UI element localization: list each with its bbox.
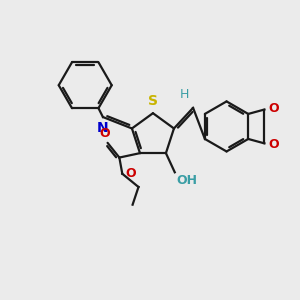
- Text: S: S: [148, 94, 158, 108]
- Text: OH: OH: [176, 174, 197, 187]
- Text: O: O: [99, 127, 110, 140]
- Text: H: H: [180, 88, 189, 101]
- Text: O: O: [268, 138, 279, 151]
- Text: O: O: [126, 167, 136, 180]
- Text: N: N: [97, 122, 109, 135]
- Text: O: O: [268, 101, 279, 115]
